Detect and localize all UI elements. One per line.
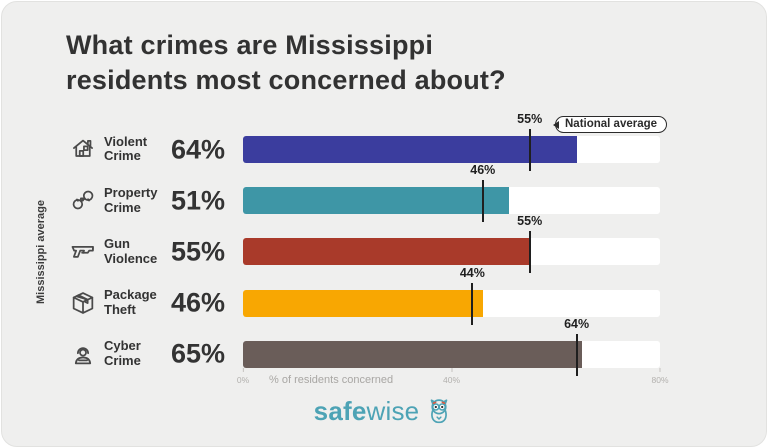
chart-row: Cyber Crime 65% 64%	[65, 317, 660, 376]
bar-track: 46%	[243, 163, 660, 223]
national-average-value-label: 55%	[517, 214, 543, 229]
bar	[243, 136, 577, 163]
bar	[243, 289, 483, 317]
hacker-icon	[67, 338, 99, 370]
national-average-marker: 55%	[517, 214, 542, 274]
national-average-marker: 55%	[517, 112, 542, 171]
national-average-marker: 64%	[564, 317, 589, 376]
tick-mark	[242, 368, 244, 372]
bar	[243, 340, 582, 368]
logo-text-bold: safe	[313, 396, 367, 426]
x-axis-tick: 80%	[651, 368, 669, 385]
bar-track: 64%	[243, 317, 660, 376]
national-average-legend: National average	[555, 116, 668, 133]
pistol-icon	[67, 235, 99, 267]
national-average-value-label: 44%	[459, 265, 485, 280]
tick-label: 40%	[442, 375, 461, 385]
x-axis-tick: 40%	[443, 368, 460, 385]
logo-text-regular: wise	[366, 396, 420, 426]
bar	[243, 187, 509, 215]
state-value-label: 65%	[171, 338, 226, 369]
national-average-marker: 44%	[460, 266, 485, 325]
category-label: Package Theft	[104, 287, 157, 318]
tick-label: 0%	[236, 375, 250, 385]
national-average-marker: 46%	[470, 163, 495, 223]
category-label: Gun Violence	[104, 235, 158, 266]
national-average-legend-label: National average	[565, 118, 658, 130]
tick-mark	[659, 368, 661, 372]
chart-row: Violent Crime 64% 55%	[65, 112, 660, 171]
tick-label: 80%	[651, 375, 669, 385]
chart-row: Property Crime 51% 46%	[65, 163, 660, 223]
bar-track: 55%	[243, 112, 660, 171]
safewise-logo-text: safewise	[314, 396, 420, 427]
tick-mark	[450, 368, 452, 372]
title-line-1: What crimes are Mississippi	[66, 30, 434, 60]
bar	[243, 238, 530, 266]
handcuffs-icon	[67, 184, 99, 216]
house-icon	[67, 133, 99, 165]
chart-row: Package Theft 46% 44%	[65, 266, 660, 325]
x-axis: 0% 40% 80%	[237, 368, 669, 390]
state-value-label: 51%	[171, 185, 226, 216]
category-label: Violent Crime	[104, 133, 148, 164]
category-label: Property Crime	[104, 184, 158, 215]
y-axis-label: Mississippi average	[35, 200, 47, 304]
bar-track: 44%	[243, 266, 660, 325]
owl-icon	[424, 397, 454, 427]
national-average-value-label: 64%	[564, 316, 590, 331]
category-label: Cyber Crime	[104, 338, 141, 369]
state-value-label: 55%	[171, 236, 226, 267]
bar-track: 55%	[243, 214, 660, 274]
bar-chart: Violent Crime 64% 55% Property Crime 51%…	[65, 112, 660, 396]
page-title: What crimes are Mississippi residents mo…	[66, 28, 506, 97]
x-axis-title: % of residents concerned	[269, 374, 394, 386]
state-value-label: 64%	[171, 134, 226, 164]
state-value-label: 46%	[171, 287, 226, 318]
national-average-value-label: 55%	[517, 112, 543, 126]
title-line-2: residents most concerned about?	[66, 64, 506, 95]
national-average-value-label: 46%	[470, 163, 496, 178]
chart-row: Gun Violence 55% 55%	[65, 214, 660, 274]
x-axis-tick: 0%	[237, 368, 249, 385]
package-icon	[67, 287, 99, 319]
safewise-logo: safewise	[2, 396, 766, 427]
